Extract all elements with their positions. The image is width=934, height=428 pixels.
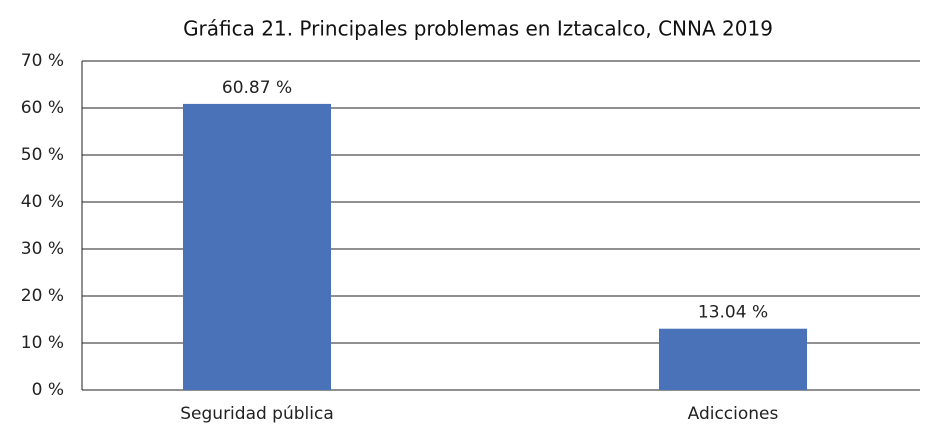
y-tick-label: 20 % bbox=[21, 286, 64, 306]
chart-title: Gráfica 21. Principales problemas en Izt… bbox=[183, 17, 773, 41]
y-tick-label: 50 % bbox=[21, 145, 64, 165]
y-tick-label: 0 % bbox=[32, 380, 64, 400]
bar bbox=[183, 103, 331, 390]
x-tick-label: Adicciones bbox=[688, 404, 779, 424]
value-label: 60.87 % bbox=[222, 78, 292, 98]
y-tick-label: 60 % bbox=[21, 98, 64, 118]
x-tick-label: Seguridad pública bbox=[180, 404, 334, 424]
bar bbox=[659, 328, 807, 390]
y-tick-label: 30 % bbox=[21, 239, 64, 259]
y-tick-label: 70 % bbox=[21, 51, 64, 71]
value-label: 13.04 % bbox=[698, 303, 768, 323]
y-tick-label: 10 % bbox=[21, 333, 64, 353]
y-tick-label: 40 % bbox=[21, 192, 64, 212]
